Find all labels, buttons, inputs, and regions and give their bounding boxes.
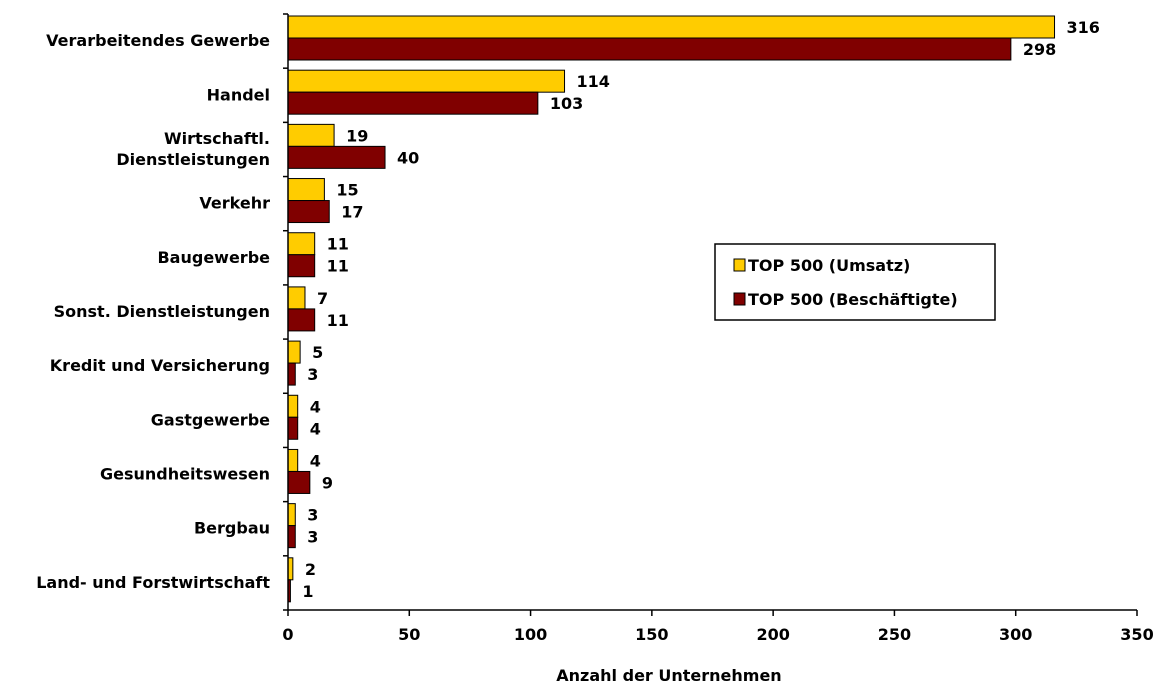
x-tick-label: 0 bbox=[282, 625, 293, 644]
value-label: 5 bbox=[312, 343, 323, 362]
x-tick-label: 250 bbox=[878, 625, 911, 644]
bar-gesundheitswesen-beschaeftigte bbox=[287, 470, 311, 494]
category-label: Kredit und Versicherung bbox=[50, 356, 270, 375]
bar-gesundheitswesen-umsatz bbox=[287, 448, 299, 472]
bar-gastgewerbe-beschaeftigte bbox=[287, 416, 299, 440]
x-tick-label: 350 bbox=[1120, 625, 1153, 644]
axis-layer: 0 50 100 150 200 250 300 350 bbox=[282, 13, 1154, 644]
bar-verarbeitendes-gewerbe-beschaeftigte bbox=[287, 37, 1012, 61]
legend-label-beschaeftigte: TOP 500 (Beschäftigte) bbox=[748, 290, 958, 309]
bar-handel-beschaeftigte bbox=[287, 91, 539, 115]
value-label: 316 bbox=[1067, 18, 1100, 37]
bar-baugewerbe-umsatz bbox=[287, 232, 316, 256]
bar-verkehr-umsatz bbox=[287, 178, 325, 202]
value-label: 3 bbox=[307, 365, 318, 384]
category-label: Land- und Forstwirtschaft bbox=[36, 573, 270, 592]
bar-sonst-dienstleistungen-umsatz bbox=[287, 286, 306, 310]
value-label: 114 bbox=[577, 72, 610, 91]
value-label: 4 bbox=[310, 397, 321, 416]
bar-kredit-und-versicherung-beschaeftigte bbox=[287, 362, 296, 386]
bar-verkehr-beschaeftigte bbox=[287, 200, 330, 224]
value-label: 4 bbox=[310, 451, 321, 470]
category-label: Gesundheitswesen bbox=[100, 465, 270, 484]
value-label: 15 bbox=[336, 181, 358, 200]
bar-sonst-dienstleistungen-beschaeftigte bbox=[287, 308, 316, 332]
value-label: 40 bbox=[397, 148, 419, 167]
legend-label-umsatz: TOP 500 (Umsatz) bbox=[748, 256, 910, 275]
bar-bergbau-beschaeftigte bbox=[287, 525, 296, 549]
x-tick-label: 100 bbox=[514, 625, 547, 644]
category-label: Bergbau bbox=[194, 519, 270, 538]
x-tick-label: 300 bbox=[999, 625, 1032, 644]
legend-swatch-beschaeftigte bbox=[733, 292, 746, 306]
value-label: 3 bbox=[307, 528, 318, 547]
category-label: Wirtschaftl. bbox=[164, 129, 270, 148]
value-label: 11 bbox=[327, 257, 349, 276]
category-label: Verkehr bbox=[199, 194, 270, 213]
value-label: 4 bbox=[310, 419, 321, 438]
value-label: 9 bbox=[322, 473, 333, 492]
value-label: 11 bbox=[327, 311, 349, 330]
bar-baugewerbe-beschaeftigte bbox=[287, 254, 316, 278]
x-axis-title: Anzahl der Unternehmen bbox=[556, 666, 781, 685]
x-tick-label: 150 bbox=[635, 625, 668, 644]
category-label: Sonst. Dienstleistungen bbox=[54, 302, 270, 321]
legend-swatch-umsatz bbox=[733, 258, 746, 272]
value-label: 103 bbox=[550, 94, 583, 113]
bar-wirtschaftl-dienstleistungen-beschaeftigte bbox=[287, 145, 386, 169]
x-tick-label: 50 bbox=[398, 625, 420, 644]
value-label: 11 bbox=[327, 235, 349, 254]
category-label: Baugewerbe bbox=[157, 248, 270, 267]
value-label: 2 bbox=[305, 560, 316, 579]
value-label: 17 bbox=[341, 203, 363, 222]
bar-verarbeitendes-gewerbe-umsatz bbox=[287, 15, 1056, 39]
bar-kredit-und-versicherung-umsatz bbox=[287, 340, 301, 364]
x-tick-label: 200 bbox=[756, 625, 789, 644]
bar-gastgewerbe-umsatz bbox=[287, 394, 299, 418]
bar-handel-umsatz bbox=[287, 69, 566, 93]
value-label: 298 bbox=[1023, 40, 1056, 59]
value-label: 7 bbox=[317, 289, 328, 308]
category-label: Dienstleistungen bbox=[116, 150, 270, 169]
bar-bergbau-umsatz bbox=[287, 503, 296, 527]
legend: TOP 500 (Umsatz) TOP 500 (Beschäftigte) bbox=[714, 243, 996, 321]
category-label: Gastgewerbe bbox=[151, 410, 270, 429]
category-label: Verarbeitendes Gewerbe bbox=[46, 31, 270, 50]
legend-box bbox=[714, 243, 996, 321]
value-label: 19 bbox=[346, 126, 368, 145]
category-label: Handel bbox=[207, 85, 270, 104]
value-label: 1 bbox=[302, 582, 313, 601]
value-label: 3 bbox=[307, 506, 318, 525]
bar-wirtschaftl-dienstleistungen-umsatz bbox=[287, 123, 335, 147]
